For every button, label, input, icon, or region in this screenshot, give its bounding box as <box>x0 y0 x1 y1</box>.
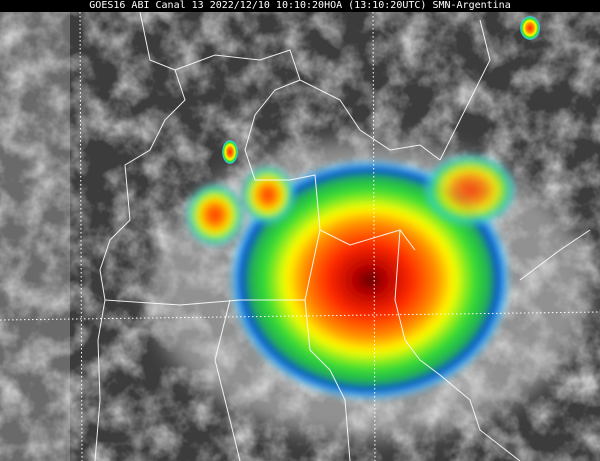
graticule <box>0 11 600 461</box>
convective-cell-west <box>187 185 243 245</box>
convective-cell-small <box>222 140 238 164</box>
political-borders <box>94 11 591 461</box>
convective-storm-main <box>230 160 510 400</box>
convective-cell-top-right <box>520 16 540 40</box>
convective-cell-northeast <box>425 155 515 225</box>
convective-cell-northwest <box>242 167 294 223</box>
image-title: GOES16 ABI Canal 13 2022/12/10 10:10:20H… <box>0 0 600 12</box>
